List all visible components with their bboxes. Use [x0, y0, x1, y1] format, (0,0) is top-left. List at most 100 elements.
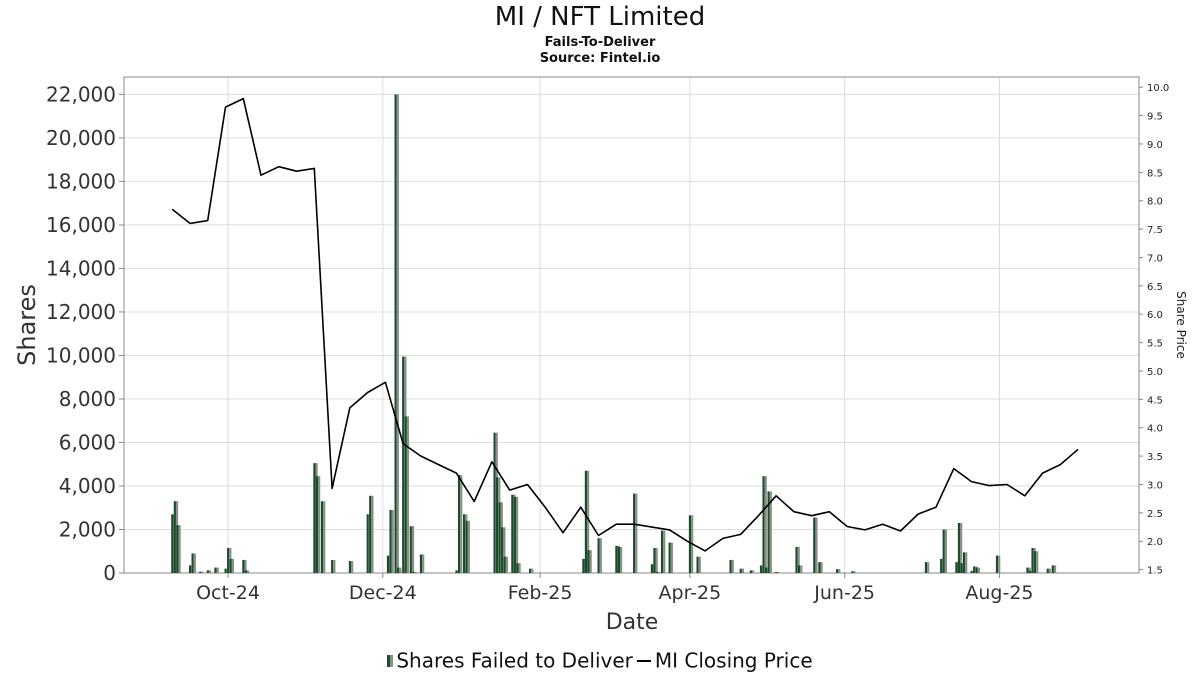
- ftd-bar-shadow: [201, 571, 204, 573]
- ftd-bar-fill: [696, 556, 699, 573]
- ftd-bar: [397, 567, 402, 573]
- ftd-bar-shadow: [655, 547, 658, 573]
- x-axis-ticks: Oct-24 Dec-24 Feb-25 Apr-25 Jun-25 Aug-25: [196, 573, 1034, 604]
- ftd-bar-fill: [955, 562, 958, 573]
- ftd-bar: [1026, 567, 1031, 573]
- y2-tick-label: 9.0: [1147, 140, 1163, 151]
- y2-tick-label: 2.0: [1147, 537, 1163, 548]
- ftd-bar: [797, 565, 803, 573]
- ftd-bar-fill: [924, 562, 928, 573]
- ftd-bar-shadow: [1028, 567, 1031, 573]
- ftd-bar-fill: [660, 530, 664, 573]
- ftd-bar-fill: [171, 514, 174, 573]
- y-axis-ticks: 0 2,000 4,000 6,000 8,000 10,000 12,000 14,000 1…: [46, 82, 124, 585]
- ftd-bar-fill: [457, 475, 461, 573]
- legend-bars-label: Shares Failed to Deliver: [396, 648, 633, 673]
- ftd-bar-shadow: [208, 570, 212, 573]
- ftd-bar-fill: [402, 356, 405, 573]
- y-tick-label: 0: [103, 561, 116, 585]
- ftd-bar-shadow: [663, 530, 666, 573]
- ftd-bar-fill: [419, 554, 423, 573]
- ftd-bar-shadow: [422, 554, 425, 573]
- ftd-bar: [767, 491, 772, 573]
- chart-subtitle: Fails-To-Deliver: [544, 35, 656, 50]
- ftd-bar-fill: [409, 526, 412, 573]
- ftd-bar-shadow: [944, 529, 948, 573]
- ftd-bar-fill: [498, 502, 501, 573]
- ftd-bar-fill: [412, 571, 415, 573]
- ftd-bar-shadow: [391, 509, 394, 573]
- ftd-bar-fill: [229, 558, 232, 573]
- y2-tick-label: 5.0: [1147, 367, 1163, 378]
- x-tick-label: Oct-24: [196, 582, 260, 604]
- ftd-bar: [457, 475, 463, 573]
- ftd-bar-shadow: [216, 567, 219, 573]
- ftd-bar-fill: [455, 570, 458, 573]
- ftd-bar-shadow: [467, 520, 470, 573]
- y-tick-label: 16,000: [46, 213, 116, 237]
- y-tick-label: 18,000: [46, 169, 116, 193]
- ftd-bar-fill: [394, 94, 397, 574]
- ftd-bar-fill: [775, 571, 778, 573]
- ftd-bar-fill: [836, 569, 839, 573]
- ftd-bar: [320, 501, 326, 573]
- ftd-bar: [653, 547, 658, 573]
- chart-title: MI / NFT Limited: [494, 2, 706, 32]
- ftd-bar-shadow: [777, 571, 780, 573]
- ftd-bar: [762, 476, 767, 573]
- ftd-bar-fill: [762, 476, 765, 573]
- ftd-bar-shadow: [231, 558, 234, 573]
- ftd-bar: [813, 517, 818, 573]
- ftd-bar: [795, 546, 800, 573]
- ftd-bar-fill: [940, 558, 943, 573]
- x-tick-label: Dec-24: [349, 582, 417, 604]
- y2-tick-label: 2.5: [1147, 509, 1163, 520]
- ftd-bar: [501, 527, 506, 573]
- ftd-bar-shadow: [838, 569, 841, 573]
- ftd-bar-fill: [851, 571, 854, 573]
- ftd-bar-fill: [797, 565, 801, 573]
- ftd-bar-fill: [1051, 565, 1054, 573]
- legend-bar-swatch: [387, 654, 394, 667]
- ftd-bar-fill: [767, 491, 770, 573]
- ftd-bar-fill: [463, 514, 466, 573]
- ftd-bar-fill: [397, 567, 400, 573]
- ftd-bar-fill: [597, 538, 600, 573]
- ftd-bar-fill: [617, 546, 621, 573]
- ftd-bar: [836, 569, 841, 573]
- ftd-bar-fill: [244, 570, 247, 573]
- ftd-bar-shadow: [698, 556, 701, 573]
- y-tick-label: 2,000: [59, 517, 116, 541]
- y2-axis-label: Share Price: [1174, 291, 1188, 359]
- ftd-bar-fill: [191, 553, 194, 573]
- x-tick-label: Feb-25: [508, 582, 573, 604]
- y2-tick-label: 4.5: [1147, 395, 1163, 406]
- ftd-bar-shadow: [620, 546, 623, 573]
- ftd-bar-fill: [465, 520, 468, 573]
- ftd-bar: [465, 520, 470, 573]
- ftd-bar-shadow: [599, 538, 602, 573]
- ftd-bar-shadow: [371, 495, 374, 573]
- ftd-bar: [206, 570, 212, 573]
- ftd-bar: [696, 556, 701, 573]
- y-tick-label: 20,000: [46, 126, 116, 150]
- ftd-bar-fill: [496, 477, 499, 573]
- ftd-bar-fill: [313, 463, 316, 573]
- ftd-bar-shadow: [670, 542, 673, 573]
- ftd-bar-fill: [331, 559, 334, 573]
- ftd-bar-fill: [813, 517, 816, 573]
- y2-tick-label: 9.5: [1147, 112, 1163, 123]
- ftd-bar-shadow: [658, 571, 661, 573]
- ftd-bar: [739, 568, 745, 573]
- y2-tick-label: 8.5: [1147, 168, 1163, 179]
- ftd-bar-fill: [795, 546, 798, 573]
- ftd-bar: [597, 538, 602, 573]
- ftd-bar-shadow: [815, 517, 818, 573]
- ftd-bar-fill: [227, 547, 230, 573]
- ftd-bar-shadow: [505, 556, 509, 573]
- ftd-bar-fill: [242, 559, 245, 573]
- ftd-bar-shadow: [769, 491, 772, 573]
- ftd-bar-fill: [386, 555, 390, 573]
- ftd-bar-shadow: [414, 571, 417, 573]
- ftd-bar: [924, 562, 930, 573]
